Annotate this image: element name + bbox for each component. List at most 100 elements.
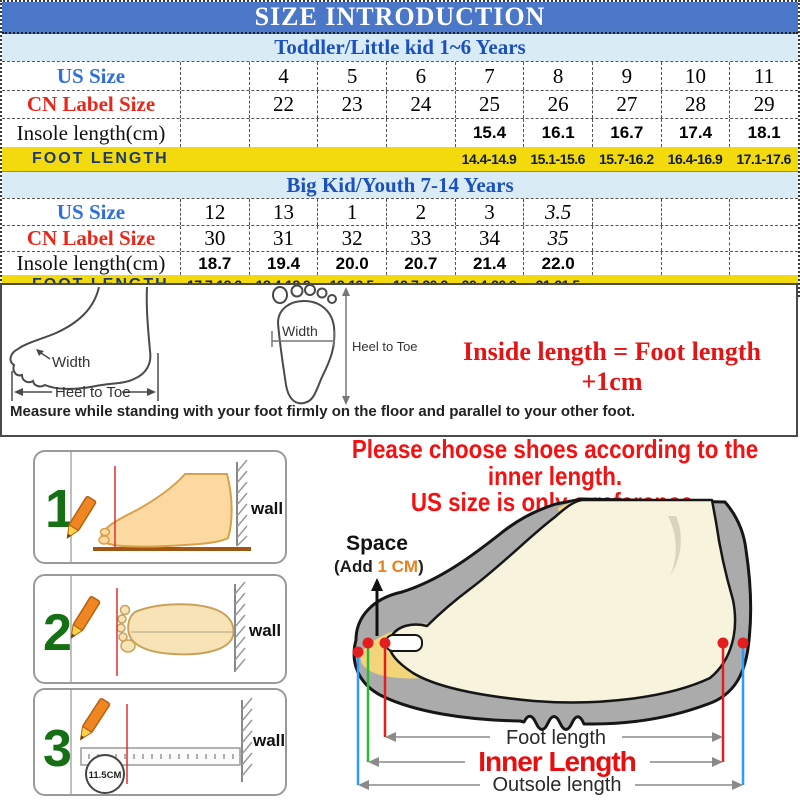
arrowhead: [14, 388, 23, 396]
cell: [729, 199, 798, 225]
toe: [116, 623, 126, 633]
cell: [386, 147, 455, 171]
cell: 20.7: [385, 252, 455, 275]
toe: [99, 527, 111, 537]
cell: 24: [385, 91, 455, 118]
table-row-cn-size: CN Label Size 30 31 32 33 34 35: [2, 225, 798, 251]
warning-line1: Please choose shoes according to the inn…: [351, 434, 759, 491]
leg-shading: [668, 516, 681, 576]
toe: [327, 294, 337, 304]
table-bigkid: Big Kid/Youth 7-14 Years US Size 12 13 1…: [2, 171, 798, 295]
arrowhead: [385, 732, 396, 742]
cell: [180, 62, 249, 90]
wall-label: wall: [250, 499, 283, 518]
cell: 31: [248, 226, 318, 251]
cell: [660, 226, 730, 251]
pencil-icon: [79, 698, 111, 741]
cell: [317, 147, 386, 171]
cell: 10: [660, 62, 730, 90]
print-heel-toe-label: Heel to Toe: [352, 339, 418, 354]
row-label: Insole length(cm): [16, 121, 166, 145]
arrowhead: [342, 287, 350, 296]
measure-dot: [737, 637, 749, 649]
cell: 25: [454, 91, 524, 118]
cell: 1: [317, 199, 386, 225]
step-3-box: 3 11.5CM: [33, 688, 287, 796]
pencil-icon: [70, 596, 101, 639]
step-3-diagram: 3 11.5CM: [43, 690, 285, 794]
row-label: Insole length(cm): [16, 252, 166, 275]
toenail: [385, 634, 423, 652]
measure-dot: [362, 637, 374, 649]
cell: 13: [248, 199, 318, 225]
row-label: CN Label Size: [26, 92, 156, 116]
arrowhead: [368, 757, 379, 767]
footprint-horizontal: [127, 603, 235, 656]
space-arrow-head: [371, 578, 383, 591]
cell: 23: [317, 91, 386, 118]
step-number: 2: [43, 604, 72, 662]
cell: 15.7-16.2: [598, 151, 654, 167]
cell: 26: [523, 91, 592, 118]
cell: [660, 252, 730, 275]
measure-dot: [717, 637, 729, 649]
space-label: Space: [346, 532, 408, 555]
step-2-box: 2 wall: [33, 574, 287, 684]
arrowhead: [712, 732, 723, 742]
print-width-label: Width: [282, 323, 318, 339]
cell: 12: [180, 199, 249, 225]
shoe-diagram-svg: Space (Add 1 CM) Foot length: [334, 497, 753, 796]
cell: [660, 199, 730, 225]
cell: 15.1-15.6: [530, 151, 585, 167]
cell: 3: [454, 199, 524, 225]
size-tables-block: SIZE INTRODUCTION Toddler/Little kid 1~6…: [0, 0, 800, 297]
table-row-insole: Insole length(cm) 18.7 19.4 20.0 20.7 21…: [2, 251, 798, 275]
footprint-diagram: Width Heel to Toe: [271, 285, 418, 405]
foot-side-view-diagram: Width Heel to Toe: [9, 287, 159, 401]
toe: [119, 604, 131, 616]
arrowhead: [712, 757, 723, 767]
cell: [591, 199, 661, 225]
pencil-icon: [66, 496, 97, 539]
page-title: SIZE INTRODUCTION: [2, 2, 798, 34]
ruler-mark-value: 11.5CM: [89, 770, 122, 781]
cell: 16.7: [591, 119, 661, 147]
cell: [249, 147, 318, 171]
measure-instruction: Measure while standing with your foot fi…: [10, 403, 636, 420]
cell: 27: [591, 91, 661, 118]
cell: 2: [385, 199, 455, 225]
table-row-insole: Insole length(cm) 15.4 16.1 16.7 17.4 18…: [2, 118, 798, 147]
row-label: CN Label Size: [26, 226, 156, 250]
wall-hatching: [241, 697, 253, 777]
measure-dot: [379, 637, 391, 649]
toe: [290, 285, 304, 298]
shoe-cutaway-diagram: Space (Add 1 CM) Foot length: [330, 488, 800, 800]
toe: [316, 287, 328, 299]
cell: 5: [317, 62, 386, 90]
row-label: US Size: [56, 64, 126, 88]
arrowhead: [342, 396, 350, 405]
cell: 18.1: [729, 119, 798, 147]
measuring-guide-box: Width Heel to Toe Width Heel to Toe: [0, 283, 798, 437]
cell: 17.4: [660, 119, 730, 147]
cell: 16.1: [523, 119, 592, 147]
cell: 16.4-16.9: [667, 151, 723, 167]
footprint-outline: [276, 299, 336, 405]
table-row-foot-length: FOOT LENGTH 14.4-14.9 15.1-15.6 15.7-16.…: [2, 147, 798, 171]
arrowhead: [358, 780, 369, 790]
arrowhead: [147, 388, 156, 396]
cell: 11: [729, 62, 798, 90]
cell: 30: [180, 226, 249, 251]
cell: 22: [248, 91, 318, 118]
cell: [591, 226, 661, 251]
toe: [117, 614, 127, 624]
row-label: FOOT LENGTH: [32, 150, 169, 167]
cell: 17.1-17.6: [736, 151, 791, 167]
outsole-length-label: Outsole length: [493, 774, 622, 796]
cell: [180, 91, 249, 118]
table-bigkid-header: Big Kid/Youth 7-14 Years: [2, 171, 798, 198]
cell: 4: [248, 62, 318, 90]
step-number: 3: [43, 720, 72, 778]
cell: 3.5: [523, 199, 592, 225]
